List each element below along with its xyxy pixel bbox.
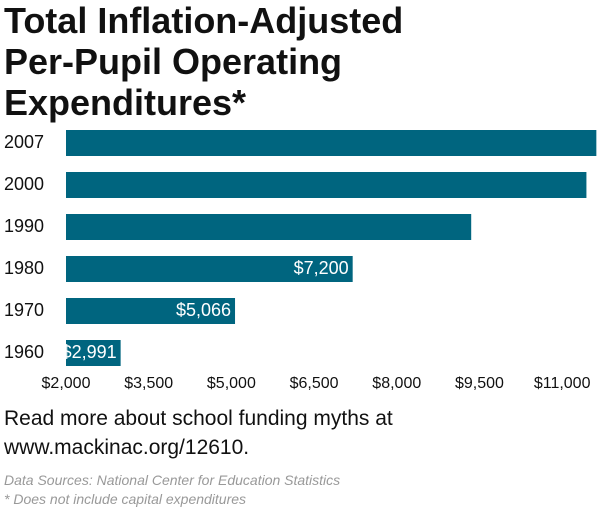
x-tick-label: $9,500: [455, 375, 504, 392]
chart-title: Total Inflation-Adjusted Per-Pupil Opera…: [4, 0, 404, 123]
x-tick-label: $6,500: [290, 375, 339, 392]
x-tick-label: $3,500: [124, 375, 173, 392]
bar: [66, 130, 597, 156]
bar: [66, 172, 587, 198]
x-tick-label: $5,000: [207, 375, 256, 392]
y-tick-label: 1980: [4, 258, 44, 278]
bar: [66, 256, 353, 282]
footnote: * Does not include capital expenditures: [4, 491, 247, 507]
y-tick-label: 1970: [4, 300, 44, 320]
bar: [66, 340, 121, 366]
x-tick-label: $11,000: [534, 375, 591, 392]
value-label: $5,066: [176, 300, 231, 320]
note: Read more about school funding myths at …: [4, 407, 393, 459]
y-tick-label: 2007: [4, 132, 44, 152]
y-tick-label: 1990: [4, 216, 44, 236]
x-tick-label: $2,000: [42, 375, 91, 392]
bar: [66, 298, 236, 324]
bar: [66, 214, 472, 240]
value-label: $2,991: [62, 342, 117, 362]
y-tick-label: 2000: [4, 174, 44, 194]
x-tick-label: $8,000: [372, 375, 421, 392]
y-tick-label: 1960: [4, 342, 44, 362]
value-label: $7,200: [294, 258, 349, 278]
sources: Data Sources: National Center for Educat…: [4, 472, 341, 488]
